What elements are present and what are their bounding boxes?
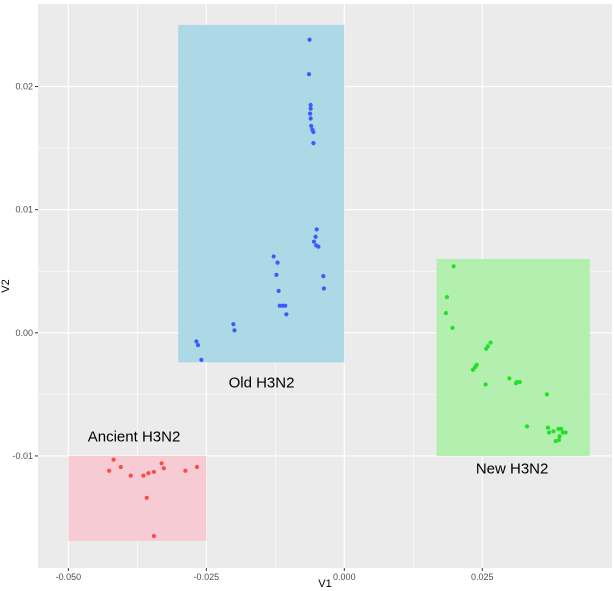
y-tick-label: 0.02 bbox=[15, 82, 33, 92]
data-point bbox=[316, 244, 321, 249]
data-point bbox=[199, 357, 204, 362]
data-point bbox=[194, 339, 199, 344]
data-point bbox=[146, 471, 151, 476]
data-point bbox=[107, 468, 112, 473]
data-point bbox=[274, 272, 279, 278]
data-point bbox=[470, 367, 476, 372]
data-point bbox=[128, 473, 133, 478]
region-old-h3n2 bbox=[178, 24, 345, 363]
data-point bbox=[308, 106, 313, 111]
data-point bbox=[507, 376, 512, 381]
data-point bbox=[231, 322, 236, 327]
data-point bbox=[183, 468, 188, 473]
data-point bbox=[308, 102, 313, 108]
region-label-ancient-h3n2: Ancient H3N2 bbox=[88, 428, 181, 445]
data-point bbox=[553, 439, 558, 444]
data-point bbox=[194, 464, 200, 470]
x-axis-title: V1 bbox=[318, 578, 331, 590]
region-label-new-h3n2: New H3N2 bbox=[476, 460, 549, 477]
data-point bbox=[111, 457, 116, 462]
data-point bbox=[309, 123, 314, 129]
data-point bbox=[271, 254, 276, 259]
data-point bbox=[308, 116, 313, 121]
data-point bbox=[559, 426, 564, 431]
data-point bbox=[141, 473, 146, 478]
x-tick-label: 0.025 bbox=[471, 572, 494, 582]
y-axis-title: V2 bbox=[0, 279, 12, 292]
data-point bbox=[484, 346, 489, 351]
y-tick-label: 0.01 bbox=[15, 205, 33, 215]
data-point bbox=[556, 437, 562, 443]
data-point bbox=[321, 286, 326, 291]
data-point bbox=[195, 343, 201, 348]
data-point bbox=[151, 469, 157, 475]
region-label-old-h3n2: Old H3N2 bbox=[229, 374, 295, 391]
data-point bbox=[276, 288, 281, 294]
y-tick-label: -0.01 bbox=[12, 451, 33, 461]
x-tick-label: -0.025 bbox=[194, 572, 220, 582]
data-point bbox=[311, 141, 316, 146]
data-point bbox=[444, 294, 450, 300]
region-new-h3n2 bbox=[436, 258, 590, 456]
x-axis: -0.050 -0.025 0.000 0.025 bbox=[56, 568, 494, 582]
data-point bbox=[306, 72, 312, 77]
y-tick-label: 0.00 bbox=[15, 328, 33, 338]
data-point bbox=[557, 434, 562, 439]
data-point bbox=[118, 464, 123, 470]
region-labels: Old H3N2 New H3N2 Ancient H3N2 bbox=[88, 374, 549, 477]
data-point bbox=[275, 260, 280, 265]
data-point bbox=[544, 392, 549, 397]
x-tick-label: 0.000 bbox=[333, 572, 356, 582]
data-point bbox=[307, 111, 313, 116]
data-point bbox=[546, 430, 552, 435]
data-point bbox=[450, 325, 455, 330]
data-point bbox=[283, 303, 288, 308]
data-point bbox=[551, 429, 556, 434]
data-point bbox=[545, 425, 551, 430]
data-point bbox=[483, 382, 488, 387]
data-point bbox=[232, 328, 237, 333]
data-point bbox=[524, 424, 530, 429]
x-tick-label: -0.050 bbox=[56, 572, 82, 582]
data-point bbox=[311, 129, 316, 135]
region-ancient-h3n2 bbox=[68, 455, 207, 541]
data-point bbox=[284, 312, 289, 317]
data-point bbox=[517, 379, 522, 385]
data-point bbox=[451, 264, 456, 269]
data-point bbox=[144, 495, 149, 500]
data-point bbox=[151, 533, 157, 539]
data-point bbox=[161, 466, 166, 471]
data-point bbox=[313, 234, 318, 239]
data-point bbox=[311, 239, 317, 244]
data-point bbox=[488, 340, 493, 345]
y-axis: -0.01 0.00 0.01 0.02 bbox=[12, 82, 38, 461]
data-point bbox=[159, 461, 164, 466]
data-point bbox=[314, 227, 319, 232]
cluster-regions bbox=[68, 24, 590, 541]
data-point bbox=[443, 310, 448, 316]
data-point bbox=[321, 274, 326, 279]
data-points bbox=[107, 37, 568, 539]
data-point bbox=[563, 430, 568, 435]
data-point bbox=[307, 37, 312, 42]
data-point bbox=[513, 381, 519, 386]
